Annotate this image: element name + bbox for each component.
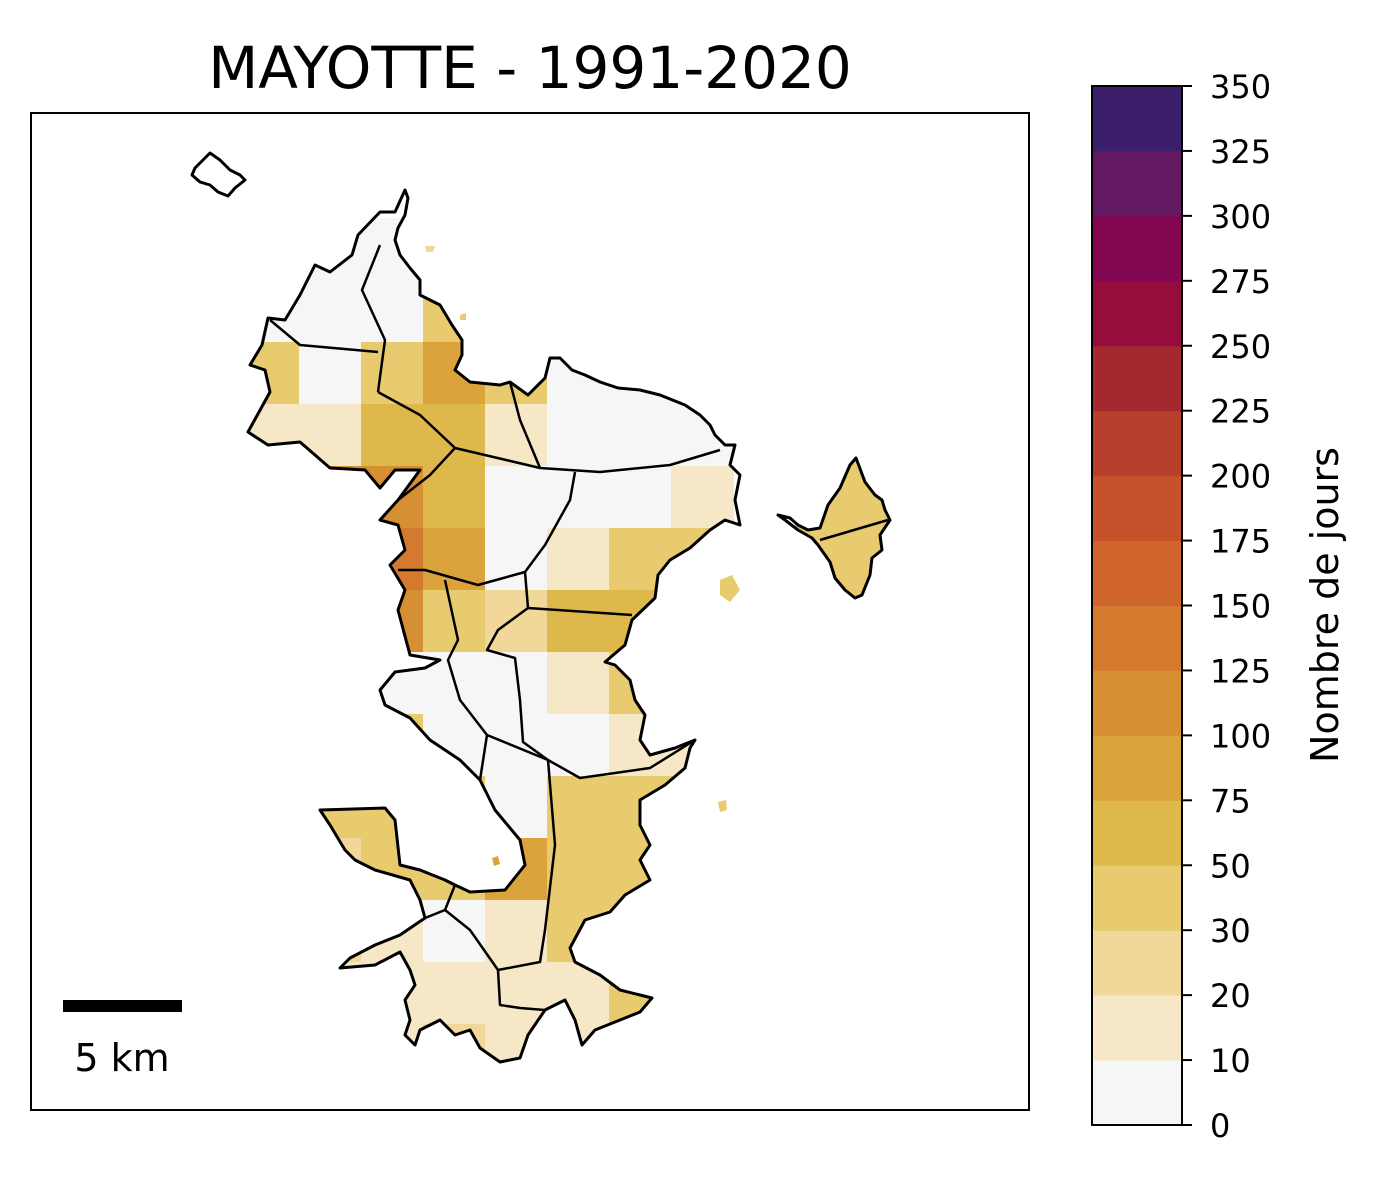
grid-cell [299, 280, 362, 343]
colorbar-tick-label: 225 [1210, 393, 1271, 431]
colorbar-tick-label: 275 [1210, 263, 1271, 301]
grid-cell [361, 404, 424, 467]
scale-bar-label: 5 km [74, 1036, 169, 1080]
grid-cell [485, 962, 548, 1025]
grid-cell [547, 652, 610, 715]
colorbar-tick-label: 200 [1210, 458, 1271, 496]
colorbar-segment [1092, 735, 1182, 801]
colorbar-tick-label: 300 [1210, 198, 1271, 236]
grid-cell [609, 466, 672, 529]
colorbar-tick-label: 350 [1210, 68, 1271, 106]
colorbar-tick-label: 10 [1210, 1042, 1251, 1080]
grid-cell [609, 404, 672, 467]
commune-boundaries [269, 244, 889, 1012]
map-title: MAYOTTE - 1991-2020 [208, 34, 852, 102]
grid-cell [671, 466, 734, 529]
colorbar-segment [1092, 86, 1182, 152]
grande-terre-outline [246, 188, 742, 1064]
colorbar-tick-label: 20 [1210, 977, 1251, 1015]
grid-cell [485, 590, 548, 653]
grid-cell [423, 528, 486, 591]
grid-cell [547, 838, 610, 901]
colorbar-segment [1092, 995, 1182, 1061]
grid-cell [485, 900, 548, 963]
colorbar-tick-label: 50 [1210, 847, 1251, 885]
colorbar-tick-label: 125 [1210, 652, 1271, 690]
colorbar-segment [1092, 475, 1182, 542]
colorbar-tick-label: 30 [1210, 912, 1251, 950]
colorbar-tick-label: 0 [1210, 1107, 1230, 1145]
colorbar-segment [1092, 800, 1182, 866]
islets [425, 246, 740, 866]
colorbar-tick-label: 150 [1210, 588, 1271, 626]
grid-cell [423, 900, 486, 963]
colorbar-tick-label: 75 [1210, 782, 1251, 820]
colorbar-segment [1092, 280, 1182, 347]
grid-cell [423, 962, 486, 1025]
grid-cell [547, 714, 610, 777]
grid-cell [547, 528, 610, 591]
grid-cell [361, 280, 424, 343]
colorbar-segment [1092, 150, 1182, 217]
grid-cell [485, 714, 548, 777]
grid-cell [299, 342, 362, 405]
colorbar-tick-label: 175 [1210, 523, 1271, 561]
colorbar-tick-label: 325 [1210, 133, 1271, 171]
colorbar-segment [1092, 410, 1182, 477]
colorbar-segment [1092, 1060, 1182, 1126]
colorbar [1092, 86, 1182, 1126]
petite-terre-outline [776, 456, 892, 600]
grid-cell [547, 590, 610, 653]
colorbar-segment [1092, 345, 1182, 412]
colorbar-segment [1092, 930, 1182, 996]
grid-cell [547, 404, 610, 467]
grid-cell [485, 466, 548, 529]
colorbar-segment [1092, 670, 1182, 736]
grid-cell [423, 466, 486, 529]
colorbar-tick-label: 100 [1210, 717, 1271, 755]
colorbar-label: Nombre de jours [1303, 447, 1347, 763]
grid-cell [547, 776, 610, 839]
scale-bar [63, 1000, 182, 1012]
north-islet-outline [190, 151, 247, 198]
grid-cell [423, 404, 486, 467]
colorbar-segment [1092, 865, 1182, 931]
grid-cell [547, 466, 610, 529]
colorbar-segment [1092, 215, 1182, 282]
colorbar-tick-label: 250 [1210, 328, 1271, 366]
colorbar-ticks: 0 10 20 30 50 75 100 125 150 175 200 225 250 275 300 32… [1182, 68, 1271, 1145]
colorbar-segment [1092, 605, 1182, 671]
colorbar-segment [1092, 540, 1182, 606]
